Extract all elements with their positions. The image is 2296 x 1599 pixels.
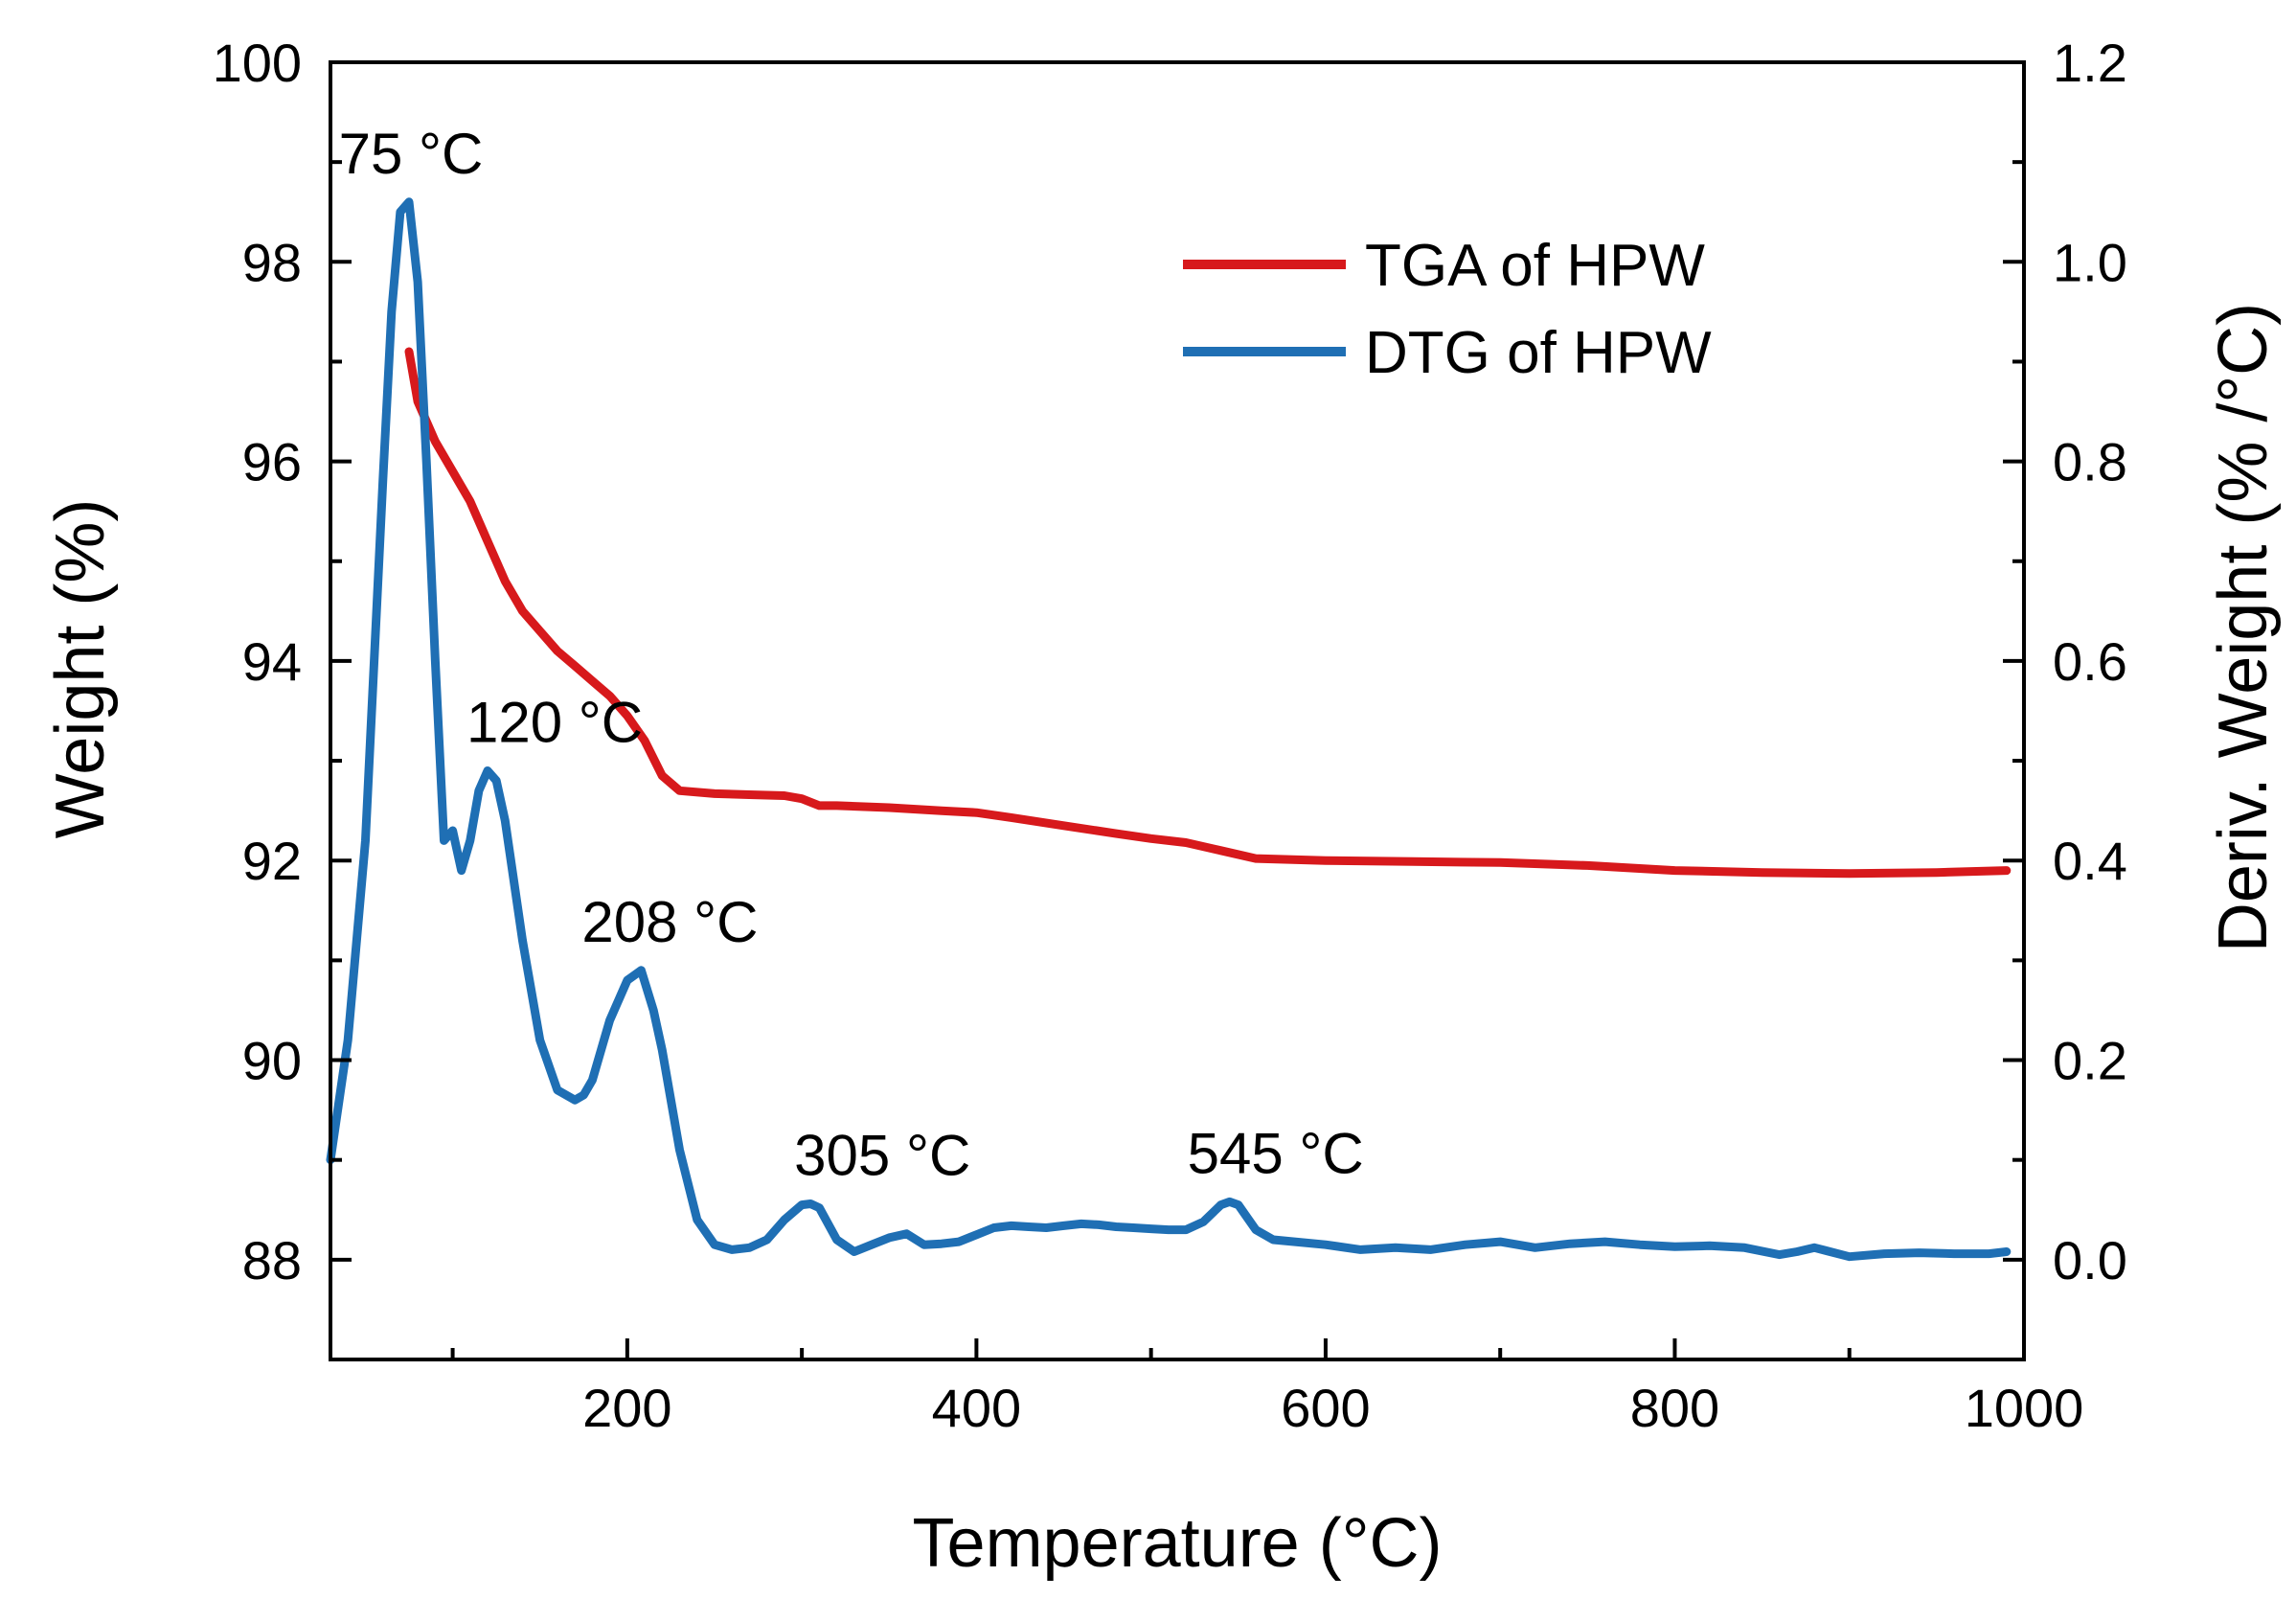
y-right-tick-label: 0.8: [2053, 432, 2127, 492]
x-tick-label: 1000: [1965, 1378, 2084, 1438]
y-axis-right-title: Deriv. Weight (% /°C): [2205, 303, 2282, 952]
y-right-tick-label: 1.2: [2053, 33, 2127, 93]
y-left-tick-label: 90: [242, 1031, 302, 1091]
plot-frame: [329, 60, 2026, 1361]
tga-series-line: [404, 347, 2012, 879]
peak-annotation: 208 °C: [581, 890, 758, 954]
peak-annotation: 120 °C: [466, 690, 643, 754]
y-axis-left-title: Weight (%): [42, 499, 119, 839]
y-right-tick-label: 1.0: [2053, 232, 2127, 292]
y-right-tick-label: 0.4: [2053, 831, 2127, 891]
y-left-tick-label: 88: [242, 1230, 302, 1291]
x-tick-label: 200: [582, 1378, 671, 1438]
x-axis-title: Temperature (°C): [913, 1505, 1443, 1582]
peak-annotation: 545 °C: [1188, 1121, 1364, 1185]
y-right-tick-label: 0.6: [2053, 631, 2127, 692]
annotation-layer: 75 °C 120 °C 208 °C 305 °C 545 °C: [339, 122, 1364, 1188]
series-layer: [326, 197, 2012, 1262]
ticks-layer: 200 400 600 800 1000 88 90 92 94 96 98 100 0.0 0.2 0.4…: [213, 33, 2127, 1438]
x-tick-label: 400: [932, 1378, 1021, 1438]
y-right-tick-label: 0.2: [2053, 1031, 2127, 1091]
y-left-tick-label: 92: [242, 831, 302, 891]
legend: TGA of HPW DTG of HPW: [1183, 233, 1712, 386]
y-left-tick-label: 94: [242, 631, 302, 692]
legend-label-tga: TGA of HPW: [1365, 233, 1705, 299]
y-right-tick-label: 0.0: [2053, 1230, 2127, 1291]
x-tick-label: 600: [1281, 1378, 1370, 1438]
y-left-tick-label: 96: [242, 432, 302, 492]
y-left-tick-label: 98: [242, 232, 302, 292]
peak-annotation: 305 °C: [794, 1124, 970, 1188]
peak-annotation: 75 °C: [339, 122, 484, 186]
x-tick-label: 800: [1630, 1378, 1719, 1438]
dtg-series-line: [326, 197, 2012, 1262]
legend-label-dtg: DTG of HPW: [1365, 320, 1712, 386]
y-left-tick-label: 100: [213, 33, 302, 93]
